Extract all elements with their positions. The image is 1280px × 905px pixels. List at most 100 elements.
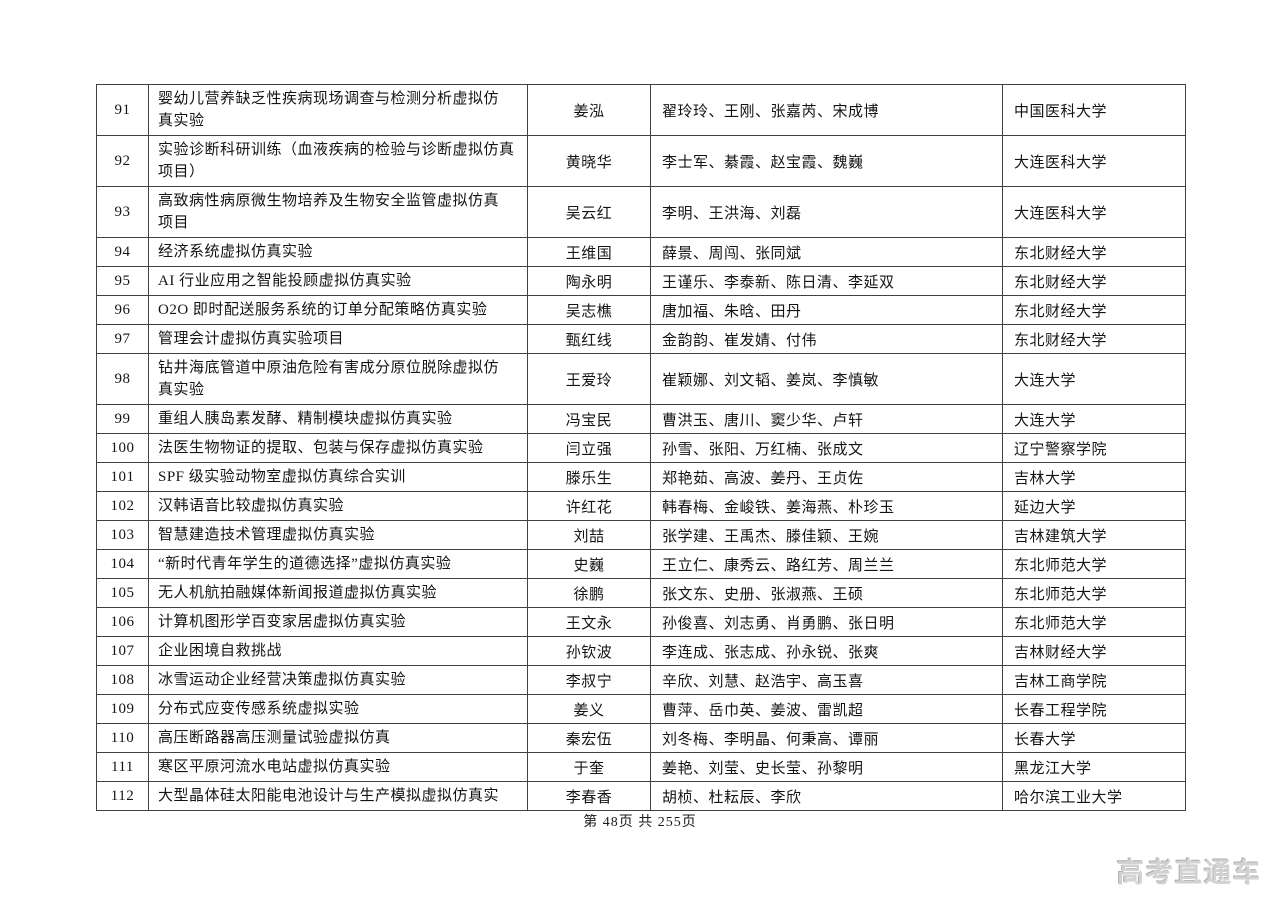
cell-members: 胡桢、杜耘辰、李欣	[650, 781, 1003, 811]
cell-university: 长春大学	[1002, 723, 1186, 753]
cell-no: 101	[96, 462, 149, 492]
table-row: 91 婴幼儿营养缺乏性疾病现场调查与检测分析虚拟仿 真实验 姜泓 翟玲玲、王刚、张嘉芮…	[96, 84, 1186, 136]
cell-leader: 吴云红	[527, 186, 651, 238]
table-row: 92 实验诊断科研训练（血液疾病的检验与诊断虚拟仿真 项目） 黄晓华 李士军、綦霞、赵…	[96, 135, 1186, 187]
cell-university: 大连医科大学	[1002, 135, 1186, 187]
cell-university: 东北师范大学	[1002, 549, 1186, 579]
cell-no: 107	[96, 636, 149, 666]
cell-leader: 李春香	[527, 781, 651, 811]
cell-members: 曹萍、岳巾英、姜波、雷凯超	[650, 694, 1003, 724]
table-row: 110 高压断路器高压测量试验虚拟仿真 秦宏伍 刘冬梅、李明晶、何秉高、谭丽 长春大学	[96, 723, 1186, 753]
cell-project: 企业困境自救挑战	[148, 636, 528, 666]
cell-university: 东北财经大学	[1002, 295, 1186, 325]
cell-project: 智慧建造技术管理虚拟仿真实验	[148, 520, 528, 550]
cell-project: 大型晶体硅太阳能电池设计与生产模拟虚拟仿真实	[148, 781, 528, 811]
cell-members: 刘冬梅、李明晶、何秉高、谭丽	[650, 723, 1003, 753]
cell-leader: 甄红线	[527, 324, 651, 354]
cell-university: 吉林工商学院	[1002, 665, 1186, 695]
cell-no: 96	[96, 295, 149, 325]
cell-members: 孙俊喜、刘志勇、肖勇鹏、张日明	[650, 607, 1003, 637]
cell-no: 94	[96, 237, 149, 267]
cell-no: 93	[96, 186, 149, 238]
cell-leader: 冯宝民	[527, 404, 651, 434]
cell-university: 大连大学	[1002, 353, 1186, 405]
cell-leader: 徐鹏	[527, 578, 651, 608]
cell-no: 112	[96, 781, 149, 811]
cell-members: 崔颖娜、刘文韬、姜岚、李慎敏	[650, 353, 1003, 405]
cell-no: 103	[96, 520, 149, 550]
cell-members: 王谨乐、李泰新、陈日清、李延双	[650, 266, 1003, 296]
cell-leader: 王文永	[527, 607, 651, 637]
cell-project: 钻井海底管道中原油危险有害成分原位脱除虚拟仿 真实验	[148, 353, 528, 405]
cell-project: 高致病性病原微生物培养及生物安全监管虚拟仿真 项目	[148, 186, 528, 238]
cell-leader: 于奎	[527, 752, 651, 782]
page-number: 第 48页 共 255页	[583, 815, 697, 830]
cell-project: 高压断路器高压测量试验虚拟仿真	[148, 723, 528, 753]
cell-no: 102	[96, 491, 149, 521]
cell-no: 110	[96, 723, 149, 753]
cell-university: 吉林建筑大学	[1002, 520, 1186, 550]
table-row: 103 智慧建造技术管理虚拟仿真实验 刘喆 张学建、王禹杰、滕佳颖、王婉 吉林建筑大学	[96, 520, 1186, 550]
cell-university: 长春工程学院	[1002, 694, 1186, 724]
cell-project: 重组人胰岛素发酵、精制模块虚拟仿真实验	[148, 404, 528, 434]
cell-members: 李连成、张志成、孙永锐、张爽	[650, 636, 1003, 666]
cell-project: 管理会计虚拟仿真实验项目	[148, 324, 528, 354]
table-body: 91 婴幼儿营养缺乏性疾病现场调查与检测分析虚拟仿 真实验 姜泓 翟玲玲、王刚、张嘉芮…	[96, 84, 1186, 811]
table-row: 100 法医生物物证的提取、包装与保存虚拟仿真实验 闫立强 孙雪、张阳、万红楠、张成文…	[96, 433, 1186, 463]
table-row: 102 汉韩语音比较虚拟仿真实验 许红花 韩春梅、金峻铁、姜海燕、朴珍玉 延边大学	[96, 491, 1186, 521]
table-row: 112 大型晶体硅太阳能电池设计与生产模拟虚拟仿真实 李春香 胡桢、杜耘辰、李欣 哈尔滨…	[96, 781, 1186, 811]
cell-members: 张学建、王禹杰、滕佳颖、王婉	[650, 520, 1003, 550]
cell-no: 106	[96, 607, 149, 637]
cell-members: 韩春梅、金峻铁、姜海燕、朴珍玉	[650, 491, 1003, 521]
cell-members: 李明、王洪海、刘磊	[650, 186, 1003, 238]
cell-leader: 姜泓	[527, 84, 651, 136]
cell-leader: 史巍	[527, 549, 651, 579]
table-row: 98 钻井海底管道中原油危险有害成分原位脱除虚拟仿 真实验 王爱玲 崔颖娜、刘文韬、姜…	[96, 353, 1186, 405]
cell-project: 经济系统虚拟仿真实验	[148, 237, 528, 267]
cell-no: 100	[96, 433, 149, 463]
cell-project: 计算机图形学百变家居虚拟仿真实验	[148, 607, 528, 637]
cell-university: 辽宁警察学院	[1002, 433, 1186, 463]
cell-leader: 李叔宁	[527, 665, 651, 695]
cell-project: 冰雪运动企业经营决策虚拟仿真实验	[148, 665, 528, 695]
cell-members: 曹洪玉、唐川、窦少华、卢轩	[650, 404, 1003, 434]
cell-members: 唐加福、朱晗、田丹	[650, 295, 1003, 325]
cell-no: 92	[96, 135, 149, 187]
cell-leader: 吴志樵	[527, 295, 651, 325]
cell-university: 黑龙江大学	[1002, 752, 1186, 782]
table-row: 97 管理会计虚拟仿真实验项目 甄红线 金韵韵、崔发婧、付伟 东北财经大学	[96, 324, 1186, 354]
table-row: 109 分布式应变传感系统虚拟实验 姜义 曹萍、岳巾英、姜波、雷凯超 长春工程学院	[96, 694, 1186, 724]
table-row: 104 “新时代青年学生的道德选择”虚拟仿真实验 史巍 王立仁、康秀云、路红芳、周兰兰…	[96, 549, 1186, 579]
cell-university: 大连大学	[1002, 404, 1186, 434]
cell-members: 辛欣、刘慧、赵浩宇、高玉喜	[650, 665, 1003, 695]
cell-project: O2O 即时配送服务系统的订单分配策略仿真实验	[148, 295, 528, 325]
cell-leader: 黄晓华	[527, 135, 651, 187]
table-row: 95 AI 行业应用之智能投顾虚拟仿真实验 陶永明 王谨乐、李泰新、陈日清、李延双 东北…	[96, 266, 1186, 296]
cell-university: 东北财经大学	[1002, 266, 1186, 296]
cell-members: 李士军、綦霞、赵宝霞、魏巍	[650, 135, 1003, 187]
table-row: 105 无人机航拍融媒体新闻报道虚拟仿真实验 徐鹏 张文东、史册、张淑燕、王硕 东北师范…	[96, 578, 1186, 608]
cell-leader: 姜义	[527, 694, 651, 724]
cell-leader: 孙钦波	[527, 636, 651, 666]
cell-project: 法医生物物证的提取、包装与保存虚拟仿真实验	[148, 433, 528, 463]
table-row: 94 经济系统虚拟仿真实验 王维国 薛景、周闯、张同斌 东北财经大学	[96, 237, 1186, 267]
cell-members: 孙雪、张阳、万红楠、张成文	[650, 433, 1003, 463]
projects-table: 91 婴幼儿营养缺乏性疾病现场调查与检测分析虚拟仿 真实验 姜泓 翟玲玲、王刚、张嘉芮…	[96, 84, 1186, 811]
table-row: 108 冰雪运动企业经营决策虚拟仿真实验 李叔宁 辛欣、刘慧、赵浩宇、高玉喜 吉林工商学…	[96, 665, 1186, 695]
cell-members: 薛景、周闯、张同斌	[650, 237, 1003, 267]
cell-no: 98	[96, 353, 149, 405]
cell-university: 中国医科大学	[1002, 84, 1186, 136]
cell-project: AI 行业应用之智能投顾虚拟仿真实验	[148, 266, 528, 296]
table-row: 93 高致病性病原微生物培养及生物安全监管虚拟仿真 项目 吴云红 李明、王洪海、刘磊大…	[96, 186, 1186, 238]
cell-no: 95	[96, 266, 149, 296]
cell-leader: 滕乐生	[527, 462, 651, 492]
cell-university: 东北师范大学	[1002, 578, 1186, 608]
cell-university: 吉林财经大学	[1002, 636, 1186, 666]
cell-university: 哈尔滨工业大学	[1002, 781, 1186, 811]
cell-members: 郑艳茹、高波、姜丹、王贞佐	[650, 462, 1003, 492]
cell-members: 金韵韵、崔发婧、付伟	[650, 324, 1003, 354]
cell-project: 分布式应变传感系统虚拟实验	[148, 694, 528, 724]
cell-university: 东北财经大学	[1002, 237, 1186, 267]
cell-university: 东北财经大学	[1002, 324, 1186, 354]
